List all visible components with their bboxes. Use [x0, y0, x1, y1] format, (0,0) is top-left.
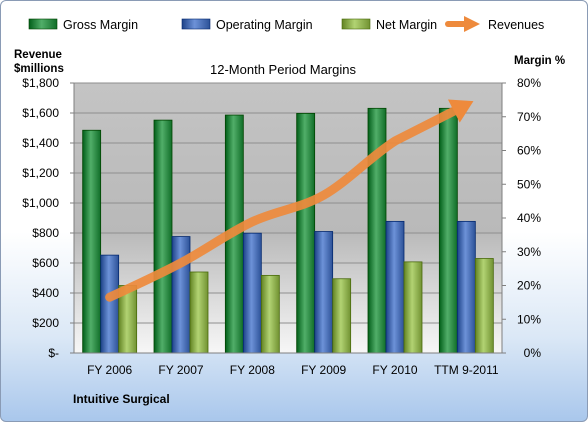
right-tick-label: 70%	[517, 110, 541, 124]
bar-net-margin-2	[260, 274, 280, 354]
left-tick-label: $-	[48, 346, 59, 360]
left-tick-label: $1,800	[22, 76, 59, 90]
footer-company: Intuitive Surgical	[73, 392, 170, 406]
right-axis-label: Margin %	[514, 55, 565, 67]
bar-operating-margin-4	[385, 220, 405, 354]
right-tick-label: 80%	[517, 76, 541, 90]
bar-operating-margin-5	[456, 220, 476, 354]
bar-gross-margin-3	[296, 112, 316, 354]
bar-net-margin-4	[403, 261, 423, 354]
bar-operating-margin-3	[314, 231, 334, 354]
legend-label-operating-margin: Operating Margin	[216, 18, 313, 32]
left-axis-label-line2: $millions	[14, 63, 64, 75]
x-tick-label: FY 2009	[301, 363, 346, 377]
left-tick-label: $1,600	[22, 106, 59, 120]
x-tick-label: FY 2006	[87, 363, 132, 377]
legend-label-gross-margin: Gross Margin	[63, 18, 138, 32]
legend-swatch-gross-margin	[28, 18, 58, 30]
right-tick-label: 60%	[517, 144, 541, 158]
left-tick-label: $1,200	[22, 166, 59, 180]
legend-label-net-margin: Net Margin	[376, 18, 437, 32]
left-tick-label: $200	[32, 316, 59, 330]
right-tick-label: 40%	[517, 211, 541, 225]
legend-arrowhead-revenues	[464, 16, 480, 32]
axes: $- $200 $400 $600 $800 $1,000 $1,200 $1,400 $1,6…	[22, 76, 541, 377]
legend-swatch-net-margin	[341, 18, 371, 30]
x-tick-label: FY 2007	[158, 363, 203, 377]
left-tick-label: $1,400	[22, 136, 59, 150]
legend-label-revenues: Revenues	[488, 18, 544, 32]
right-tick-label: 50%	[517, 177, 541, 191]
chart-title: 12-Month Period Margins	[210, 62, 356, 77]
left-tick-label: $1,000	[22, 196, 59, 210]
right-tick-label: 20%	[517, 279, 541, 293]
bar-net-margin-3	[332, 278, 352, 354]
left-tick-label: $600	[32, 256, 59, 270]
bar-operating-margin-0	[100, 254, 120, 354]
bar-operating-margin-1	[171, 236, 191, 354]
bar-gross-margin-1	[153, 119, 173, 354]
left-tick-label: $800	[32, 226, 59, 240]
bar-gross-margin-0	[82, 129, 102, 354]
right-tick-label: 30%	[517, 245, 541, 259]
bar-operating-margin-2	[242, 232, 262, 354]
right-tick-label: 10%	[517, 312, 541, 326]
legend-swatch-operating-margin	[181, 18, 211, 30]
gridlines	[74, 82, 502, 324]
revenue-arrowhead	[447, 99, 474, 123]
right-tick-label: 0%	[524, 346, 542, 360]
left-tick-label: $400	[32, 286, 59, 300]
bar-net-margin-5	[474, 258, 494, 354]
plot-area	[74, 83, 502, 353]
bar-gross-margin-5	[438, 107, 458, 354]
revenue-line	[105, 99, 474, 302]
x-tick-label: TTM 9-2011	[434, 363, 499, 377]
x-tick-label: FY 2010	[372, 363, 417, 377]
legend: Gross Margin Operating Margin Net Margin Re…	[28, 16, 544, 32]
left-axis-label-line1: Revenue	[14, 49, 62, 61]
x-tick-label: FY 2008	[230, 363, 275, 377]
bar-net-margin-1	[189, 271, 209, 354]
